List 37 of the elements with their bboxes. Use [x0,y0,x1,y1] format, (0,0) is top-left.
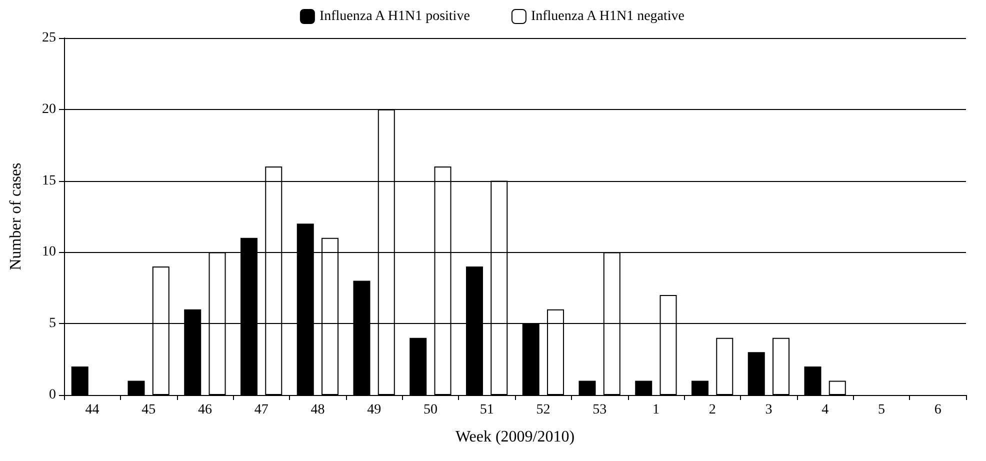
x-tick-label: 45 [142,402,156,418]
x-tick-label: 44 [85,402,100,418]
x-tick-label: 47 [254,402,268,418]
bar [828,380,846,395]
bar [410,338,427,395]
x-tick-label: 51 [480,402,494,418]
y-tick-label: 10 [42,244,56,260]
bar [128,380,145,395]
y-tick-label: 25 [42,30,56,46]
legend-label: Influenza A H1N1 negative [530,9,685,24]
x-tick-label: 5 [878,402,885,418]
bar [772,338,790,395]
bar [716,338,734,395]
y-axis-title: Number of cases [8,162,24,270]
x-axis-title: Week (2009/2010) [455,428,575,446]
x-tick-label: 48 [310,402,325,418]
bar [804,366,822,395]
x-tick-label: 6 [934,402,942,418]
y-tick-label: 20 [42,102,56,117]
y-tick-label: 15 [42,173,56,188]
bar [691,380,708,395]
x-tick-label: 3 [765,402,772,418]
y-tick-label: 0 [49,388,56,402]
legend-label: Influenza A H1N1 positive [319,9,470,24]
x-tick-label: 1 [652,402,660,418]
x-tick-label: 49 [367,402,382,418]
x-tick-label: 2 [708,402,716,418]
x-tick-label: 53 [592,402,607,418]
bar [748,352,765,395]
x-tick-label: 4 [822,402,829,418]
bar [71,366,88,395]
bar [635,380,652,395]
x-tick-label: 46 [198,402,212,418]
y-tick-label: 5 [49,316,56,332]
x-tick-label: 50 [423,402,438,418]
bar [578,380,596,395]
x-tick-label: 52 [536,402,550,418]
